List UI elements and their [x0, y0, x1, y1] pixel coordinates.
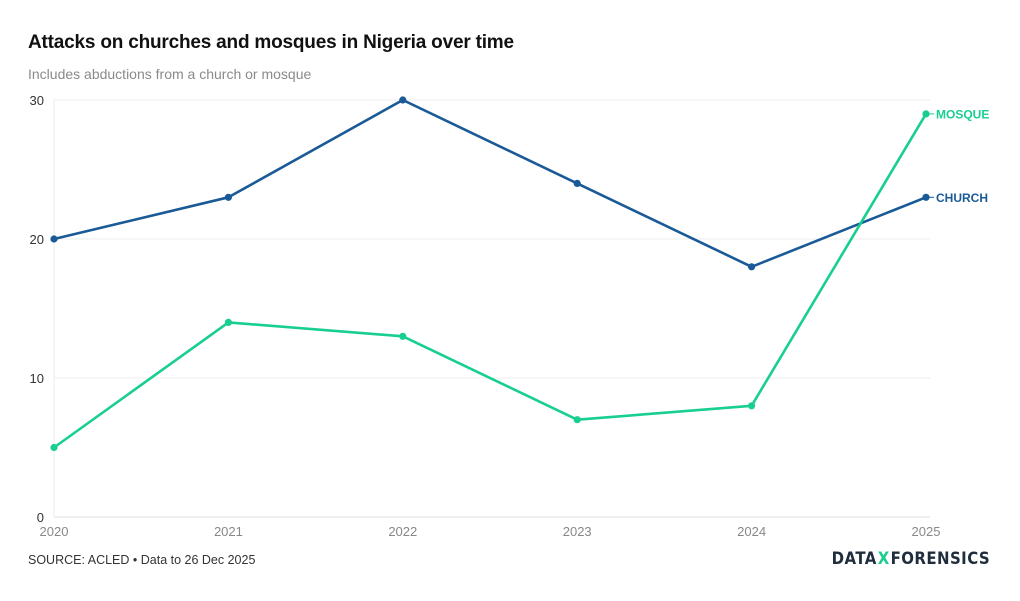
logo-x-mark: X	[877, 549, 890, 569]
chart-subtitle: Includes abductions from a church or mos…	[28, 66, 312, 82]
church-series-line	[52, 98, 928, 269]
data-forensics-logo: DATAXFORENSICS	[832, 549, 990, 569]
logo-text-data: DATA	[831, 549, 877, 569]
y-tick-label-10: 10	[30, 371, 44, 386]
source-note: SOURCE: ACLED • Data to 26 Dec 2025	[28, 553, 256, 567]
church-point-2023	[573, 179, 581, 187]
church-point-2021	[224, 193, 232, 201]
chart-title: Attacks on churches and mosques in Niger…	[28, 32, 514, 53]
church-point-2020	[50, 235, 58, 243]
mosque-series-line	[52, 112, 928, 449]
mosque-point-2024	[748, 402, 756, 410]
mosque-point-2025	[922, 110, 930, 118]
x-tick-label-2024: 2024	[737, 524, 766, 539]
x-tick-label-2022: 2022	[388, 524, 417, 539]
mosque-point-2023	[573, 416, 581, 424]
church-series-label: CHURCH	[936, 191, 988, 205]
church-point-2022	[399, 96, 407, 104]
mosque-point-2021	[224, 318, 232, 326]
church-point-2024	[748, 263, 756, 271]
church-point-2025	[922, 193, 930, 201]
y-tick-label-20: 20	[30, 232, 44, 247]
mosque-series-label: MOSQUE	[936, 107, 989, 121]
x-tick-label-2025: 2025	[912, 524, 941, 539]
logo-text-forensics: FORENSICS	[890, 549, 990, 569]
y-tick-label-30: 30	[30, 93, 44, 108]
x-tick-label-2023: 2023	[563, 524, 592, 539]
mosque-point-2022	[399, 332, 407, 340]
y-tick-label-0: 0	[37, 510, 44, 525]
mosque-point-2020	[50, 443, 58, 452]
x-tick-label-2021: 2021	[214, 524, 243, 539]
x-tick-label-2020: 2020	[40, 524, 69, 539]
